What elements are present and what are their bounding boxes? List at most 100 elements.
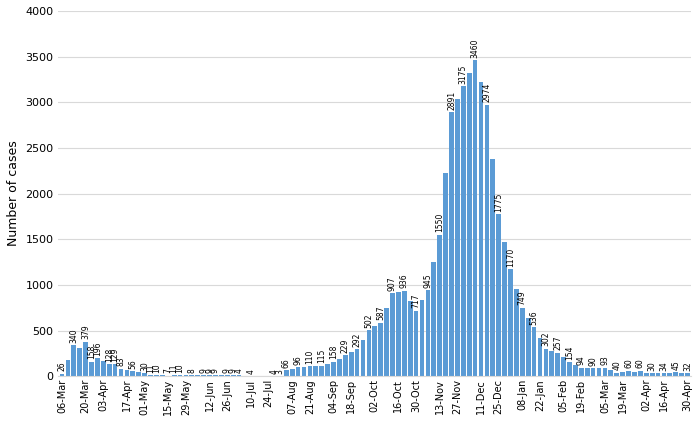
Bar <box>113 364 118 376</box>
Text: 60: 60 <box>624 359 633 368</box>
Bar <box>449 112 454 376</box>
Bar <box>596 368 601 376</box>
Text: 4: 4 <box>234 368 244 373</box>
Bar <box>378 322 383 376</box>
Bar <box>119 368 123 376</box>
Bar <box>484 105 489 376</box>
Text: 110: 110 <box>305 349 314 364</box>
Text: 129: 129 <box>111 348 120 362</box>
Bar <box>662 373 666 376</box>
Bar <box>207 375 212 376</box>
Bar <box>337 359 342 376</box>
Text: 9: 9 <box>205 368 214 373</box>
Bar <box>178 375 183 376</box>
Text: 1775: 1775 <box>494 192 503 212</box>
Bar <box>154 375 159 376</box>
Bar <box>78 348 82 376</box>
Bar <box>349 352 354 376</box>
Bar <box>384 308 389 376</box>
Bar <box>615 373 619 376</box>
Bar <box>419 300 424 376</box>
Text: 2891: 2891 <box>447 91 456 110</box>
Bar <box>83 341 88 376</box>
Bar <box>544 349 548 376</box>
Bar <box>532 327 536 376</box>
Bar <box>225 375 230 376</box>
Bar <box>360 340 365 376</box>
Text: 11: 11 <box>169 363 178 373</box>
Text: 257: 257 <box>553 336 562 350</box>
Text: 196: 196 <box>93 341 102 356</box>
Text: 587: 587 <box>376 306 385 320</box>
Bar <box>491 160 495 376</box>
Bar <box>431 262 436 376</box>
Bar <box>290 369 295 376</box>
Text: 302: 302 <box>541 332 550 346</box>
Text: 229: 229 <box>341 338 350 353</box>
Bar <box>396 292 401 376</box>
Text: 749: 749 <box>518 291 527 306</box>
Text: 154: 154 <box>565 345 574 360</box>
Text: 34: 34 <box>659 361 668 371</box>
Bar <box>496 214 501 376</box>
Bar <box>295 368 300 376</box>
Bar <box>237 375 242 376</box>
Bar <box>567 362 572 376</box>
Text: 11: 11 <box>146 363 155 373</box>
Bar <box>455 99 460 376</box>
Text: 60: 60 <box>636 359 645 368</box>
Bar <box>326 364 330 376</box>
Text: 8: 8 <box>188 368 197 373</box>
Bar <box>591 368 596 376</box>
Text: 292: 292 <box>353 333 362 347</box>
Text: 9: 9 <box>211 368 220 373</box>
Text: 379: 379 <box>81 325 90 339</box>
Text: 3460: 3460 <box>470 38 480 58</box>
Text: 536: 536 <box>530 310 538 325</box>
Bar <box>231 375 235 376</box>
Text: 45: 45 <box>671 360 680 370</box>
Bar <box>561 357 566 376</box>
Bar <box>302 367 307 376</box>
Bar <box>390 293 395 376</box>
Bar <box>195 375 200 376</box>
Bar <box>213 375 218 376</box>
Text: 93: 93 <box>601 356 610 365</box>
Bar <box>644 373 649 376</box>
Text: 96: 96 <box>293 355 302 365</box>
Y-axis label: Number of cases: Number of cases <box>7 141 20 246</box>
Bar <box>555 353 560 376</box>
Text: 115: 115 <box>317 349 326 363</box>
Bar <box>514 289 519 376</box>
Bar <box>367 330 371 376</box>
Bar <box>95 358 100 376</box>
Text: 40: 40 <box>612 360 621 370</box>
Text: 1170: 1170 <box>506 248 515 267</box>
Text: 2974: 2974 <box>482 83 491 103</box>
Text: 3175: 3175 <box>458 65 468 84</box>
Text: 90: 90 <box>589 356 598 365</box>
Bar <box>314 366 318 376</box>
Text: 158: 158 <box>87 345 96 360</box>
Text: 26: 26 <box>57 362 66 371</box>
Bar <box>343 355 348 376</box>
Text: 10: 10 <box>152 363 161 373</box>
Bar <box>319 365 324 376</box>
Text: 4: 4 <box>270 369 279 373</box>
Bar <box>573 365 578 376</box>
Bar <box>626 371 631 376</box>
Text: 4: 4 <box>246 369 256 373</box>
Bar <box>585 368 589 376</box>
Text: 56: 56 <box>128 359 137 369</box>
Text: 66: 66 <box>282 358 290 368</box>
Bar <box>183 375 188 376</box>
Bar <box>148 375 153 376</box>
Bar <box>673 372 678 376</box>
Text: 1550: 1550 <box>435 213 444 233</box>
Text: 3: 3 <box>276 369 285 373</box>
Bar <box>461 86 466 376</box>
Text: 340: 340 <box>69 328 78 343</box>
Bar <box>473 60 477 376</box>
Bar <box>508 269 513 376</box>
Bar <box>414 311 419 376</box>
